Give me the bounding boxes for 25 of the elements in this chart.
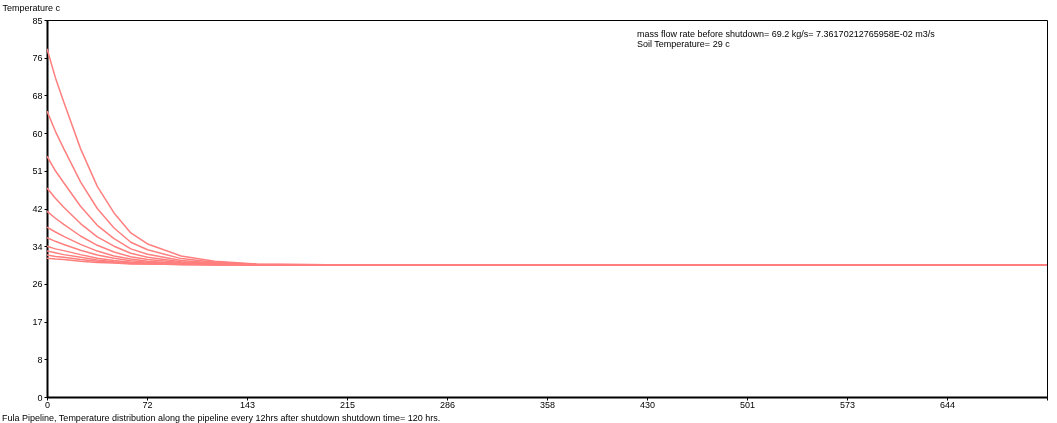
- y-tick-label: 85: [32, 15, 43, 26]
- y-tick-label: 76: [32, 53, 43, 64]
- y-tick-label: 34: [32, 241, 43, 252]
- y-tick-label: 0: [37, 392, 43, 403]
- text: Fula Pipeline, Temperature distribution along the pipeline every 12hrs after shutdown shutdown time= 120 hrs.: [2, 413, 441, 423]
- x-tick-label: 0: [44, 399, 51, 410]
- x-tick-label: 143: [239, 399, 256, 410]
- x-tick-label: 501: [739, 399, 756, 410]
- x-tick-label: 72: [142, 399, 153, 410]
- x-tick-label: 430: [639, 399, 656, 410]
- x-tick-label: 286: [439, 399, 456, 410]
- x-tick-label: 644: [939, 399, 956, 410]
- y-tick-label: 8: [37, 354, 43, 365]
- y-tick-label: 42: [32, 204, 43, 214]
- annotation: mass flow rate before shutdown= 69.2 kg/s= 7.36170212765958E-02 m3/s: [637, 29, 936, 39]
- x-tick-label: 573: [839, 399, 856, 410]
- annotation: Soil Temperature= 29 c: [637, 39, 731, 49]
- y-tick-label: 17: [32, 317, 43, 328]
- y-tick-label: 68: [32, 90, 43, 101]
- y-tick-label: 26: [32, 279, 43, 290]
- y-tick-label: 51: [32, 166, 43, 177]
- x-tick-label: 215: [339, 399, 356, 410]
- y-tick-label: 60: [32, 128, 43, 139]
- y-axis-title: Temperature c: [2, 2, 61, 13]
- x-tick-label: 358: [539, 399, 556, 410]
